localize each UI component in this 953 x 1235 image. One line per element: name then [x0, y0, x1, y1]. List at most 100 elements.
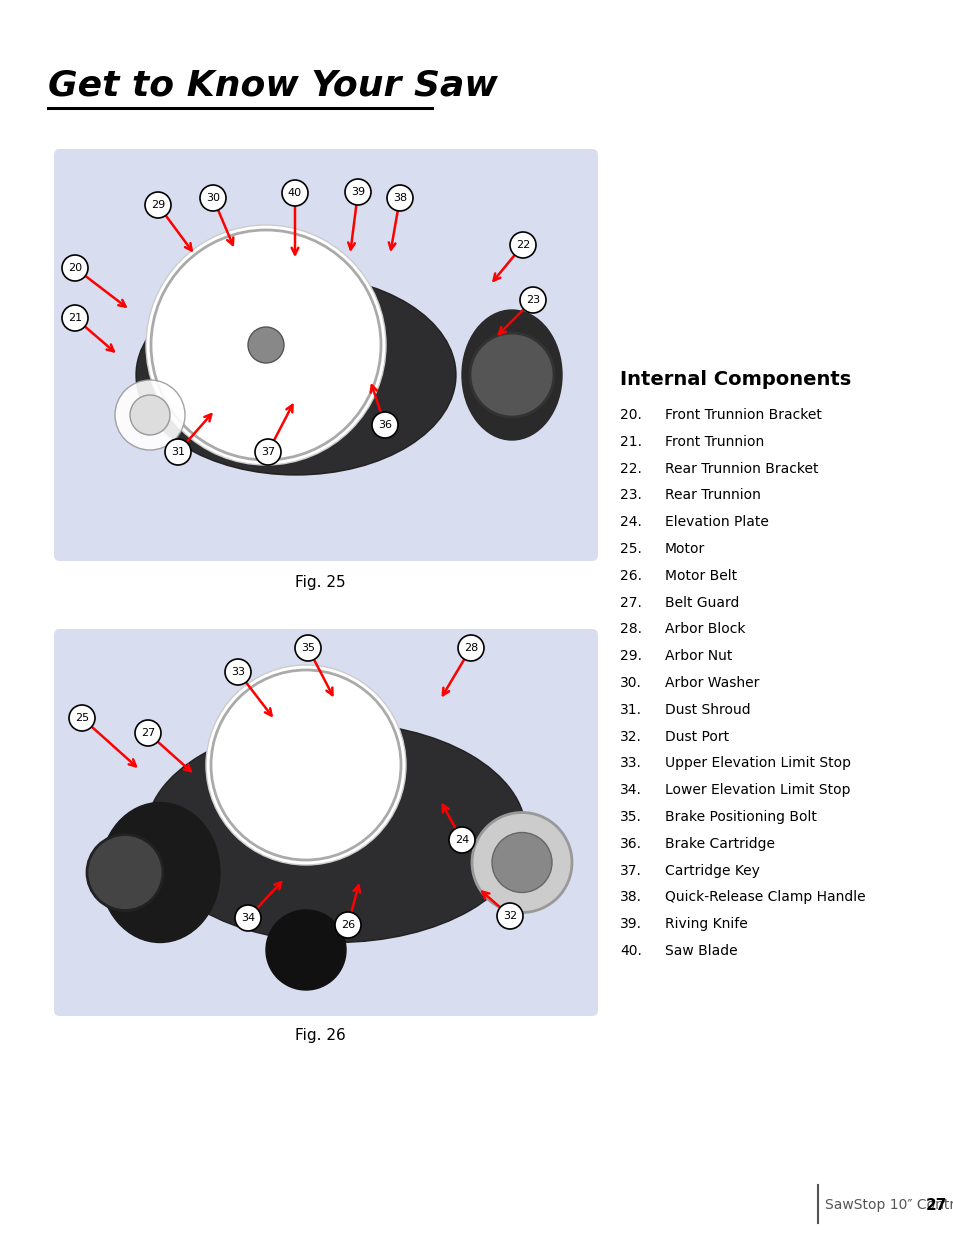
- Text: 29.: 29.: [619, 650, 641, 663]
- Text: 23: 23: [525, 295, 539, 305]
- Circle shape: [130, 395, 170, 435]
- Circle shape: [449, 827, 475, 853]
- Circle shape: [457, 635, 483, 661]
- Text: Dust Port: Dust Port: [664, 730, 728, 743]
- Text: Rear Trunnion: Rear Trunnion: [664, 488, 760, 503]
- Circle shape: [200, 185, 226, 211]
- Text: 21.: 21.: [619, 435, 641, 448]
- Circle shape: [69, 705, 95, 731]
- Text: Motor: Motor: [664, 542, 704, 556]
- Text: 33.: 33.: [619, 756, 641, 771]
- Text: 21: 21: [68, 312, 82, 324]
- Circle shape: [372, 412, 397, 438]
- Text: Internal Components: Internal Components: [619, 370, 850, 389]
- Ellipse shape: [146, 722, 525, 942]
- Circle shape: [234, 905, 261, 931]
- Text: 36: 36: [377, 420, 392, 430]
- Text: 35.: 35.: [619, 810, 641, 824]
- Text: 28.: 28.: [619, 622, 641, 636]
- Circle shape: [145, 191, 171, 219]
- Ellipse shape: [136, 275, 456, 475]
- Text: SawStop 10″ Contractor Saw: SawStop 10″ Contractor Saw: [824, 1198, 953, 1212]
- Circle shape: [492, 832, 552, 893]
- Circle shape: [115, 380, 185, 450]
- Text: Fig. 26: Fig. 26: [294, 1028, 345, 1044]
- Text: 24.: 24.: [619, 515, 641, 530]
- Text: Front Trunnion: Front Trunnion: [664, 435, 763, 448]
- Text: Motor Belt: Motor Belt: [664, 569, 737, 583]
- Text: 25.: 25.: [619, 542, 641, 556]
- Text: 36.: 36.: [619, 837, 641, 851]
- Text: 23.: 23.: [619, 488, 641, 503]
- Text: Brake Positioning Bolt: Brake Positioning Bolt: [664, 810, 816, 824]
- Text: 22.: 22.: [619, 462, 641, 475]
- Text: 26.: 26.: [619, 569, 641, 583]
- Text: Rear Trunnion Bracket: Rear Trunnion Bracket: [664, 462, 818, 475]
- Ellipse shape: [461, 310, 561, 440]
- Circle shape: [146, 225, 386, 466]
- Text: 26: 26: [340, 920, 355, 930]
- Text: 22: 22: [516, 240, 530, 249]
- Circle shape: [345, 179, 371, 205]
- Circle shape: [62, 254, 88, 282]
- Circle shape: [266, 910, 346, 990]
- Circle shape: [519, 287, 545, 312]
- Text: 20.: 20.: [619, 408, 641, 422]
- FancyBboxPatch shape: [54, 149, 598, 561]
- Text: Cartridge Key: Cartridge Key: [664, 863, 760, 878]
- Text: 27.: 27.: [619, 595, 641, 610]
- Text: Upper Elevation Limit Stop: Upper Elevation Limit Stop: [664, 756, 850, 771]
- Text: 39: 39: [351, 186, 365, 198]
- Text: Quick-Release Clamp Handle: Quick-Release Clamp Handle: [664, 890, 864, 904]
- Circle shape: [165, 438, 191, 466]
- Text: 35: 35: [301, 643, 314, 653]
- Circle shape: [254, 438, 281, 466]
- Circle shape: [135, 720, 161, 746]
- Text: 30: 30: [206, 193, 220, 203]
- Text: 37.: 37.: [619, 863, 641, 878]
- Text: 20: 20: [68, 263, 82, 273]
- Text: 24: 24: [455, 835, 469, 845]
- Text: 40: 40: [288, 188, 302, 198]
- Text: Arbor Nut: Arbor Nut: [664, 650, 732, 663]
- Text: Brake Cartridge: Brake Cartridge: [664, 837, 774, 851]
- Text: Front Trunnion Bracket: Front Trunnion Bracket: [664, 408, 821, 422]
- Circle shape: [87, 835, 163, 910]
- Text: 38.: 38.: [619, 890, 641, 904]
- Text: Fig. 25: Fig. 25: [294, 576, 345, 590]
- Text: Arbor Block: Arbor Block: [664, 622, 744, 636]
- Text: 25: 25: [75, 713, 89, 722]
- Text: 37: 37: [261, 447, 274, 457]
- Circle shape: [510, 232, 536, 258]
- Text: 38: 38: [393, 193, 407, 203]
- Text: 28: 28: [463, 643, 477, 653]
- Circle shape: [62, 305, 88, 331]
- Text: 33: 33: [231, 667, 245, 677]
- Text: 34.: 34.: [619, 783, 641, 798]
- Circle shape: [225, 659, 251, 685]
- Text: 31: 31: [171, 447, 185, 457]
- Text: 30.: 30.: [619, 676, 641, 690]
- Circle shape: [472, 813, 572, 913]
- Text: Lower Elevation Limit Stop: Lower Elevation Limit Stop: [664, 783, 850, 798]
- Text: Elevation Plate: Elevation Plate: [664, 515, 768, 530]
- Text: 32: 32: [502, 911, 517, 921]
- Circle shape: [294, 635, 320, 661]
- Text: Get to Know Your Saw: Get to Know Your Saw: [48, 68, 497, 103]
- Circle shape: [206, 664, 406, 864]
- Text: 34: 34: [241, 913, 254, 923]
- Text: Arbor Washer: Arbor Washer: [664, 676, 759, 690]
- Text: 27: 27: [924, 1198, 945, 1213]
- FancyBboxPatch shape: [54, 629, 598, 1016]
- Circle shape: [248, 327, 284, 363]
- Ellipse shape: [100, 803, 220, 942]
- Text: 40.: 40.: [619, 944, 641, 958]
- Text: Dust Shroud: Dust Shroud: [664, 703, 750, 716]
- Text: 27: 27: [141, 727, 155, 739]
- Text: Belt Guard: Belt Guard: [664, 595, 739, 610]
- Text: 39.: 39.: [619, 918, 641, 931]
- Text: 32.: 32.: [619, 730, 641, 743]
- Circle shape: [497, 903, 522, 929]
- Circle shape: [282, 180, 308, 206]
- Circle shape: [387, 185, 413, 211]
